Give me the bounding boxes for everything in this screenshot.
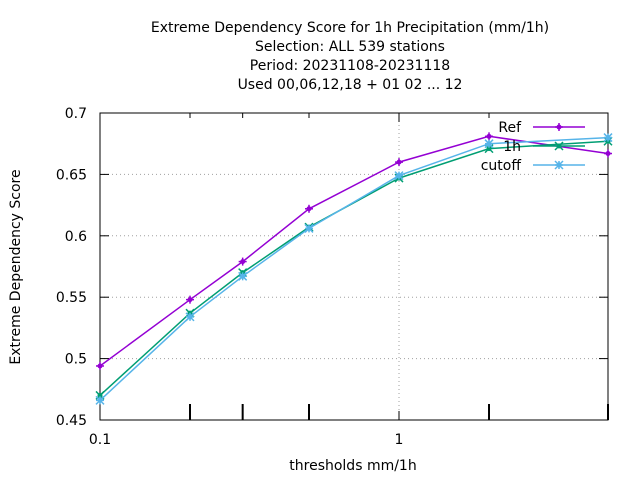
title-line: Used 00,06,12,18 + 01 02 ... 12 — [238, 77, 463, 93]
title-line: Period: 20231108-20231118 — [250, 58, 450, 74]
legend-marker — [555, 123, 563, 131]
series-line — [99, 135, 609, 367]
y-tick-label: 0.6 — [65, 229, 87, 245]
data-point — [603, 133, 613, 143]
data-point — [484, 139, 494, 149]
data-point — [96, 361, 104, 370]
legend-label: cutoff — [481, 158, 522, 174]
y-tick-label: 0.5 — [65, 352, 87, 368]
x-axis-label: thresholds mm/1h — [289, 458, 416, 474]
data-point — [185, 312, 195, 322]
data-point — [95, 395, 105, 405]
legend-label: Ref — [498, 120, 522, 136]
data-point — [395, 158, 404, 167]
data-point — [186, 295, 195, 304]
axis-ticks: 0.45 0.5 0.55 0.6 0.65 0.7 0.1 1 — [56, 106, 609, 448]
legend-marker — [554, 141, 564, 151]
data-point — [604, 149, 612, 158]
y-tick-label: 0.7 — [65, 106, 87, 122]
data-point — [238, 257, 247, 266]
y-tick-label: 0.45 — [56, 413, 87, 429]
grid — [100, 113, 608, 420]
data-point — [394, 171, 404, 181]
x-tick-label: 0.1 — [89, 432, 111, 448]
y-tick-label: 0.55 — [56, 290, 87, 306]
data-point — [304, 204, 313, 213]
series-1h — [95, 136, 613, 400]
data-point — [304, 223, 314, 233]
title-line: Extreme Dependency Score for 1h Precipit… — [151, 20, 549, 36]
series — [95, 132, 613, 405]
legend-label: 1h — [503, 139, 521, 155]
series-line — [99, 136, 609, 401]
x-tick-label: 1 — [395, 432, 404, 448]
data-point — [238, 271, 248, 281]
y-axis-label: Extreme Dependency Score — [8, 169, 24, 364]
plot-frame — [99, 112, 609, 421]
legend: Ref 1h cutoff — [481, 120, 585, 174]
chart-title: Extreme Dependency Score for 1h Precipit… — [151, 20, 549, 93]
legend-marker — [554, 160, 564, 170]
series-cutoff — [95, 133, 613, 405]
title-line: Selection: ALL 539 stations — [255, 39, 445, 55]
y-tick-label: 0.65 — [56, 167, 87, 183]
series-line — [99, 140, 609, 396]
series-ref — [96, 132, 612, 370]
data-point — [485, 132, 494, 141]
